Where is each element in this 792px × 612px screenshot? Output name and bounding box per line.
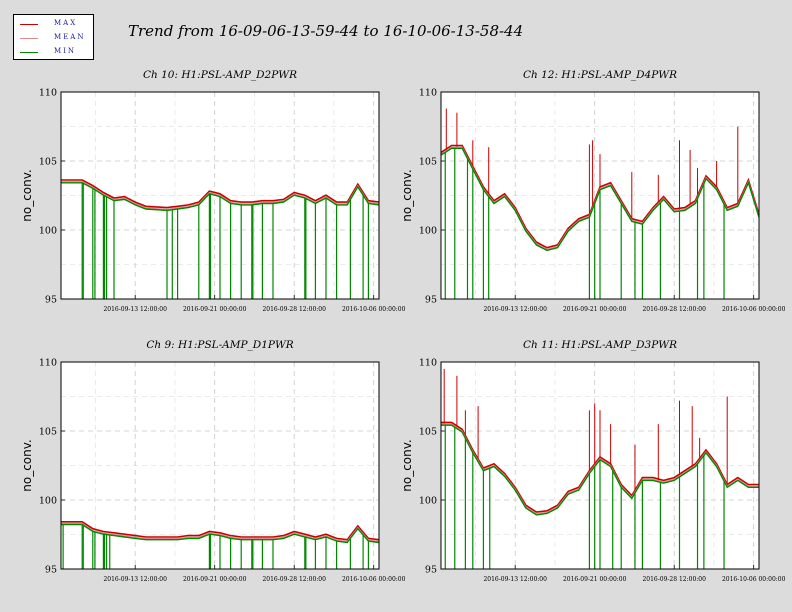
plot-frame [440,91,760,300]
plot-frame [60,91,380,300]
legend-line-max [20,24,38,25]
series-min-line [61,523,380,544]
legend-item-min: MIN [14,46,93,58]
legend-label-min: MIN [54,47,77,55]
legend-label-max: MAX [54,19,78,27]
legend-item-max: MAX [14,18,93,30]
x-tick-label: 2016-09-28 12:00:00 [642,306,706,313]
x-tick-label: 2016-09-13 12:00:00 [483,306,547,313]
legend-item-mean: MEAN [14,32,93,44]
series-max-line [61,179,380,209]
x-tick-label: 2016-09-21 00:00:00 [563,306,627,313]
y-tick-label: 95 [45,295,57,306]
y-axis-label: no_conv. [400,169,414,221]
series-min-line [61,182,380,212]
y-tick-label: 100 [39,496,57,507]
y-axis-label: no_conv. [20,439,34,491]
x-tick-label: 2016-10-06 00:00:00 [342,576,406,583]
y-tick-label: 110 [419,88,437,99]
legend-line-min [20,52,38,53]
page-title: Trend from 16-09-06-13-59-44 to 16-10-06… [128,22,524,40]
y-tick-label: 110 [39,88,57,99]
legend-box: MAX MEAN MIN [13,14,94,60]
series-min-line [441,424,759,516]
x-tick-label: 2016-09-28 12:00:00 [642,576,706,583]
x-tick-label: 2016-10-06 00:00:00 [722,306,786,313]
x-tick-label: 2016-10-06 00:00:00 [342,306,406,313]
x-tick-label: 2016-09-13 12:00:00 [483,576,547,583]
y-tick-label: 105 [419,427,437,438]
x-tick-label: 2016-09-21 00:00:00 [183,576,247,583]
y-axis-label: no_conv. [400,439,414,491]
chart-title: Ch 11: H1:PSL-AMP_D3PWR [523,339,677,351]
chart-panel-3: Ch 9: H1:PSL-AMP_D1PWR no_conv. 95 100 105 11… [20,339,406,583]
chart-title: Ch 12: H1:PSL-AMP_D4PWR [523,69,677,81]
y-tick-label: 100 [419,226,437,237]
legend-line-mean [20,38,38,39]
x-tick-label: 2016-09-28 12:00:00 [262,306,326,313]
chart-title: Ch 10: H1:PSL-AMP_D2PWR [143,69,297,81]
series-mean-line [61,522,380,543]
x-tick-label: 2016-09-13 12:00:00 [103,306,167,313]
chart-panel-1: Ch 10: H1:PSL-AMP_D2PWR no_conv. 95 100 105 1… [20,69,406,313]
legend-label-mean: MEAN [54,33,86,41]
chart-panel-4: Ch 11: H1:PSL-AMP_D3PWR no_conv. 95 100 105 1… [400,339,786,583]
y-axis-label: no_conv. [20,169,34,221]
y-tick-label: 95 [45,565,57,576]
plot-frame [60,361,380,570]
x-tick-label: 2016-09-13 12:00:00 [103,576,167,583]
y-tick-label: 110 [39,358,57,369]
x-tick-label: 2016-09-21 00:00:00 [183,306,247,313]
y-tick-label: 105 [419,157,437,168]
y-tick-label: 110 [419,358,437,369]
x-tick-label: 2016-09-21 00:00:00 [563,576,627,583]
y-tick-label: 95 [425,295,437,306]
y-tick-label: 100 [39,226,57,237]
x-tick-label: 2016-09-28 12:00:00 [262,576,326,583]
y-tick-label: 100 [419,496,437,507]
chart-panel-2: Ch 12: H1:PSL-AMP_D4PWR no_conv. 95 100 105 1… [400,69,786,313]
y-tick-label: 95 [425,565,437,576]
series-max-line [61,520,380,541]
y-tick-label: 105 [39,427,57,438]
series-min-line [440,147,760,252]
chart-title: Ch 9: H1:PSL-AMP_D1PWR [146,339,293,351]
plot-frame [440,361,760,570]
y-tick-label: 105 [39,157,57,168]
series-max-line [440,144,760,249]
series-max-line [441,421,759,513]
series-mean-line [61,181,380,210]
x-tick-label: 2016-10-06 00:00:00 [722,576,786,583]
